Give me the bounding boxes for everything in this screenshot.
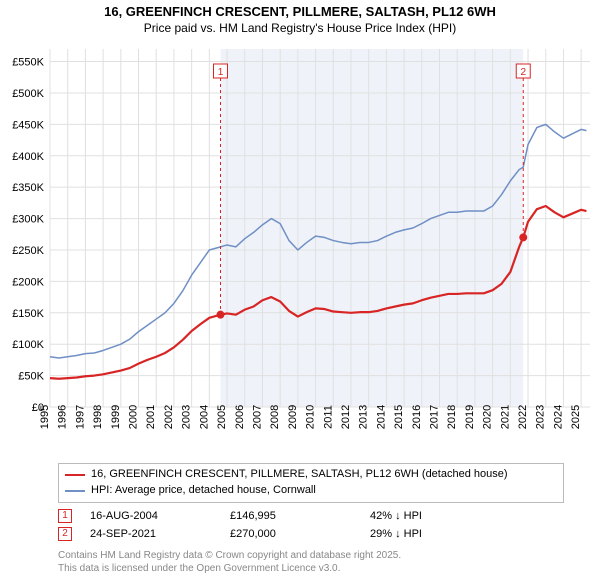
x-tick-label: 2018 — [446, 405, 458, 429]
sale-row-date: 24-SEP-2021 — [90, 528, 230, 540]
sale-row-diff: 42% ↓ HPI — [370, 510, 422, 522]
sale-band — [220, 49, 523, 407]
sale-row-date: 16-AUG-2004 — [90, 510, 230, 522]
x-tick-label: 1995 — [39, 405, 51, 429]
y-tick-label: £350K — [12, 182, 44, 194]
sales-table: 1 16-AUG-2004£146,99542% ↓ HPI 2 24-SEP-202… — [58, 507, 564, 543]
x-tick-label: 2020 — [482, 405, 494, 429]
y-tick-label: £250K — [12, 245, 44, 257]
x-tick-label: 2004 — [198, 405, 210, 429]
y-tick-label: £400K — [12, 151, 44, 163]
x-tick-label: 2001 — [145, 405, 157, 429]
y-tick-label: £100K — [12, 339, 44, 351]
x-tick-label: 1997 — [74, 405, 86, 429]
sale-row-price: £270,000 — [230, 528, 370, 540]
sale-row-marker: 1 — [58, 509, 72, 523]
x-tick-label: 2014 — [375, 405, 387, 429]
sale-row: 1 16-AUG-2004£146,99542% ↓ HPI — [58, 507, 564, 525]
sale-row-diff: 29% ↓ HPI — [370, 528, 422, 540]
x-tick-label: 2015 — [393, 405, 405, 429]
legend-swatch — [65, 490, 85, 492]
legend-label: HPI: Average price, detached house, Corn… — [91, 483, 316, 499]
chart-area: £0£50K£100K£150K£200K£250K£300K£350K£400… — [0, 39, 600, 459]
x-tick-label: 2002 — [163, 405, 175, 429]
x-tick-label: 2006 — [234, 405, 246, 429]
y-tick-label: £50K — [18, 370, 44, 382]
x-tick-label: 2011 — [322, 405, 334, 429]
y-tick-label: £300K — [12, 213, 44, 225]
x-tick-label: 2019 — [464, 405, 476, 429]
x-tick-label: 2013 — [358, 405, 370, 429]
y-tick-label: £500K — [12, 88, 44, 100]
x-tick-label: 2024 — [552, 405, 564, 429]
license-line2: This data is licensed under the Open Gov… — [58, 562, 564, 575]
chart-title-line2: Price paid vs. HM Land Registry's House … — [0, 21, 600, 39]
x-tick-label: 2007 — [251, 405, 263, 429]
sale-row: 2 24-SEP-2021£270,00029% ↓ HPI — [58, 525, 564, 543]
x-tick-label: 2009 — [287, 405, 299, 429]
x-tick-label: 2022 — [517, 405, 529, 429]
legend-box: 16, GREENFINCH CRESCENT, PILLMERE, SALTA… — [58, 463, 564, 503]
license-text: Contains HM Land Registry data © Crown c… — [58, 549, 564, 575]
x-tick-label: 2021 — [499, 405, 511, 429]
x-tick-label: 2012 — [340, 405, 352, 429]
x-tick-label: 2016 — [411, 405, 423, 429]
legend-label: 16, GREENFINCH CRESCENT, PILLMERE, SALTA… — [91, 467, 508, 483]
x-tick-label: 2008 — [269, 405, 281, 429]
chart-title-line1: 16, GREENFINCH CRESCENT, PILLMERE, SALTA… — [0, 0, 600, 21]
x-tick-label: 2017 — [429, 405, 441, 429]
sale-marker-dot — [519, 233, 527, 241]
y-tick-label: £450K — [12, 119, 44, 131]
sale-marker-number: 2 — [520, 67, 526, 78]
x-tick-label: 1998 — [92, 405, 104, 429]
x-tick-label: 2010 — [305, 405, 317, 429]
legend-row: HPI: Average price, detached house, Corn… — [65, 483, 557, 499]
sale-marker-number: 1 — [218, 67, 224, 78]
y-tick-label: £150K — [12, 308, 44, 320]
x-tick-label: 1996 — [57, 405, 69, 429]
y-tick-label: £550K — [12, 56, 44, 68]
chart-svg: £0£50K£100K£150K£200K£250K£300K£350K£400… — [0, 39, 600, 459]
x-tick-label: 1999 — [110, 405, 122, 429]
sale-marker-dot — [216, 311, 224, 319]
legend-row: 16, GREENFINCH CRESCENT, PILLMERE, SALTA… — [65, 467, 557, 483]
x-tick-label: 2005 — [216, 405, 228, 429]
x-tick-label: 2025 — [570, 405, 582, 429]
sale-row-marker: 2 — [58, 527, 72, 541]
sale-row-price: £146,995 — [230, 510, 370, 522]
x-tick-label: 2003 — [181, 405, 193, 429]
legend-swatch — [65, 474, 85, 476]
x-tick-label: 2023 — [535, 405, 547, 429]
x-tick-label: 2000 — [128, 405, 140, 429]
y-tick-label: £200K — [12, 276, 44, 288]
